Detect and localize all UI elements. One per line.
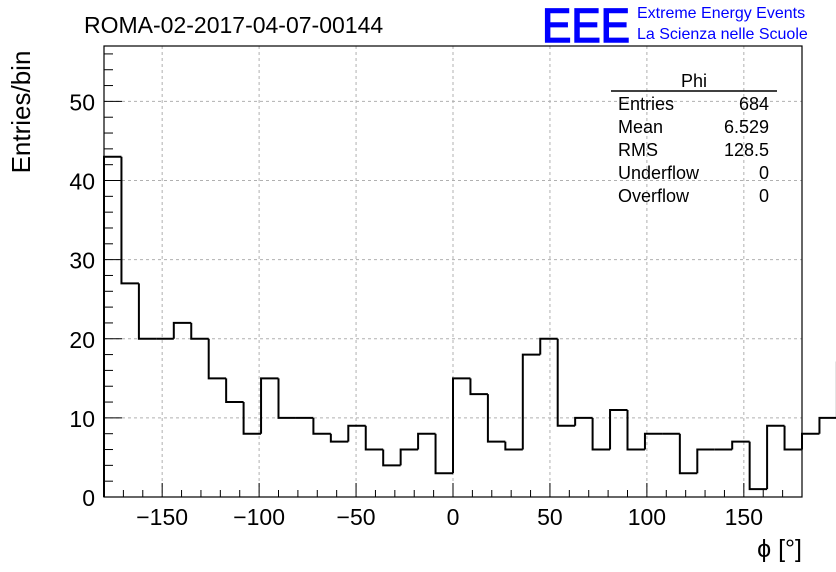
stats-title: Phi [681,71,707,91]
y-tick-label: 0 [82,485,95,511]
logo-line-2: La Scienza nelle Scuole [637,26,808,43]
stats-row-label: Mean [618,117,663,137]
x-tick-label: 0 [447,504,460,530]
histogram-bin [486,394,506,443]
x-tick-label: 50 [537,504,563,530]
histogram-bin [120,156,139,285]
histogram-bin [504,441,523,451]
histogram-bin [539,337,558,355]
histogram-bin [417,432,436,450]
histogram-bin [207,338,227,380]
stats-row-value: 0 [759,186,769,206]
x-tick-label: −150 [136,504,188,530]
histogram-bin [347,424,366,442]
axis-ticks [103,53,803,498]
histogram-bin [452,377,471,474]
histogram-bin [574,416,593,426]
logo-mark: EEE [542,0,630,53]
stats-row-label: Overflow [618,186,690,206]
stats-row-value: 684 [739,94,769,114]
histogram-bin [748,441,768,491]
histogram-bin [399,448,419,466]
histogram-bin [643,432,663,450]
stats-row-value: 128.5 [724,140,769,160]
y-tick-label: 20 [69,327,95,353]
histogram-bin [312,417,331,435]
histogram-bars [103,155,836,497]
histogram-bin [225,378,244,404]
stats-row-label: Underflow [618,163,700,183]
histogram-bin [783,425,802,451]
histogram-bin [277,378,296,419]
histogram-bin [329,433,349,443]
stats-row-label: Entries [618,94,674,114]
histogram-bin [556,338,576,427]
histogram-bin [766,424,785,490]
y-tick-label: 30 [69,248,95,274]
histogram-bin [731,440,750,450]
stats-row-label: RMS [618,140,658,160]
stats-row-value: 0 [759,163,769,183]
x-tick-label: 150 [725,504,763,530]
x-tick-label: −100 [233,504,285,530]
histogram-bin [242,402,262,435]
histogram-bin [801,432,820,450]
histogram-bin [382,449,401,467]
histogram-bin [103,155,122,497]
histogram-bin [469,378,488,396]
y-axis-label: Entries/bin [6,51,36,174]
x-axis-label: ϕ [°] [757,535,802,563]
y-tick-label: 10 [69,406,95,432]
stats-row-value: 6.529 [724,117,769,137]
histogram-bin [190,322,209,340]
stats-rows: Entries 684 Mean 6.529 RMS 128.5 Underflow 0 Ove… [618,94,769,206]
histogram-bin [521,353,541,450]
y-tick-label: 50 [69,89,95,115]
eee-logo: EEE Extreme Energy Events La Scienza nel… [541,0,808,54]
logo-line-1: Extreme Energy Events [637,5,805,22]
histogram-bin [626,409,645,451]
histogram-bin [678,433,698,475]
histogram-bin [364,425,384,451]
run-title: ROMA-02-2017-04-07-00144 [84,12,383,38]
histogram-bin [696,448,715,474]
histogram-bin [818,416,836,434]
y-tick-label: 40 [69,169,95,195]
histogram-bin [591,417,611,451]
histogram-bin [434,433,453,475]
x-tick-label: 100 [628,504,666,530]
stats-box: Phi Entries 684 Mean 6.529 RMS 128.5 Underflow… [611,71,777,206]
histogram-bin [172,321,192,339]
histogram-bin [609,408,628,450]
histogram-bin [137,283,157,340]
tick-labels: −150 −100 −50 0 50 100 150 0 10 20 30 40 50 [69,89,763,530]
x-tick-label: −50 [337,504,376,530]
histogram-bin [260,377,279,434]
